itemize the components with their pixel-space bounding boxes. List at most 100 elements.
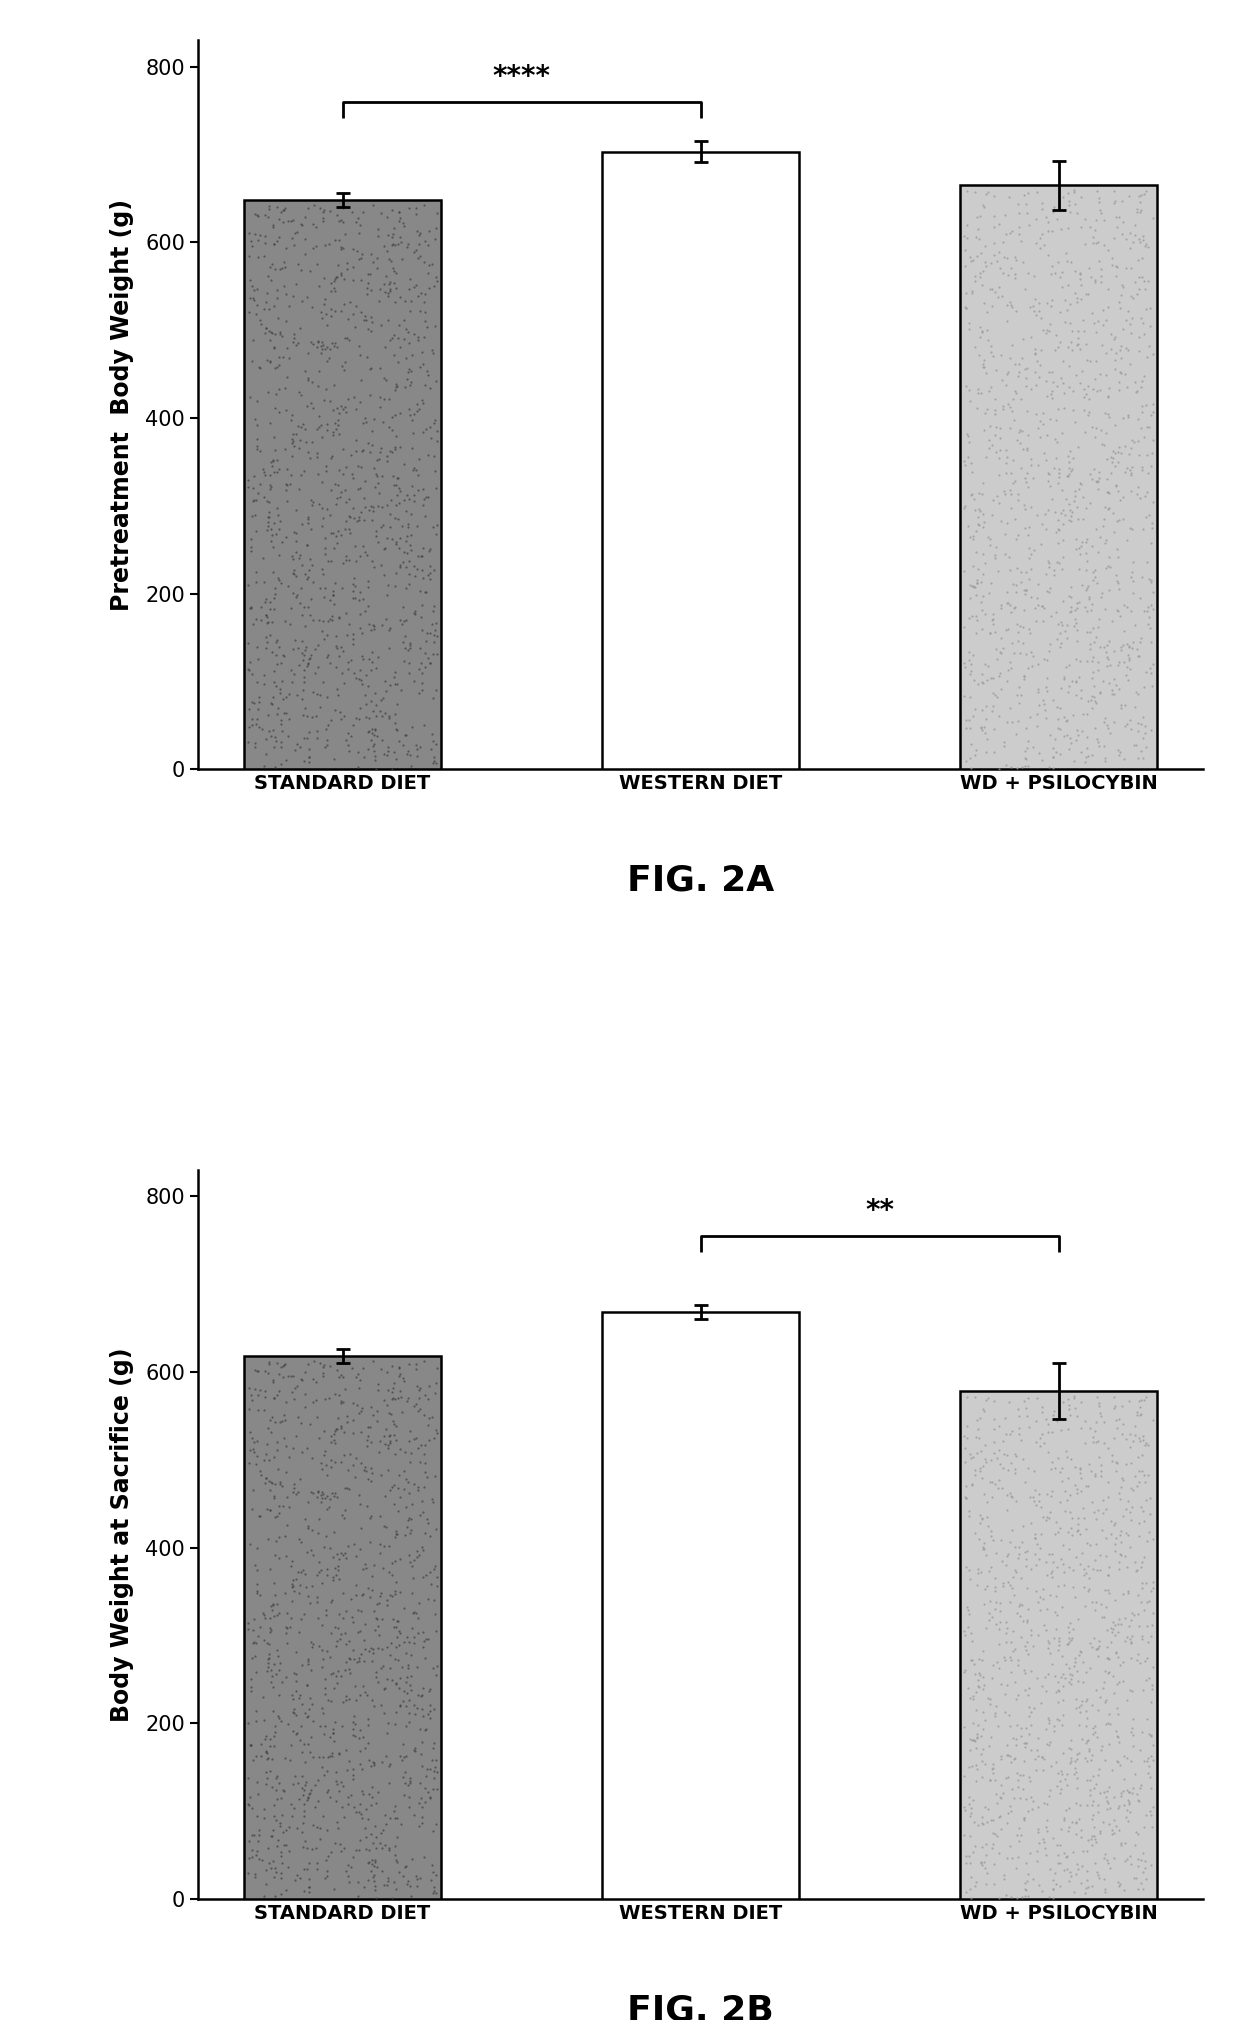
Point [309,325,329,358]
Point [955,489,975,521]
Point [255,1723,275,1755]
Point [417,616,436,648]
Point [1080,1529,1100,1561]
Point [277,1814,296,1846]
Point [401,749,420,782]
Point [1079,279,1099,311]
Point [1069,1737,1089,1770]
Point [258,376,278,408]
Point [1001,479,1021,511]
Point [1027,1382,1047,1414]
Point [1079,1735,1099,1768]
Point [1013,432,1033,465]
Point [1111,1539,1131,1572]
Point [1025,1517,1045,1549]
Point [1060,1479,1080,1511]
Point [1117,1844,1137,1877]
Point [1106,1636,1126,1669]
Point [275,192,295,224]
Point [348,1616,368,1648]
Point [339,303,358,335]
Point [371,1580,391,1612]
Point [956,370,976,402]
Point [1040,1580,1060,1612]
Point [427,196,446,228]
Point [1021,1618,1040,1650]
Point [1114,1790,1133,1822]
Bar [244,1355,441,1899]
Point [286,525,306,558]
Point [1094,1666,1114,1699]
Point [1084,1553,1104,1586]
Point [321,604,341,636]
Point [264,1382,284,1414]
Point [963,244,983,277]
Point [424,1549,444,1582]
Point [967,1753,987,1786]
Point [402,339,422,372]
Point [1058,1610,1078,1642]
Point [992,592,1012,624]
Point [295,1392,315,1424]
Point [351,450,371,483]
Point [1110,1483,1130,1515]
Point [304,1364,324,1396]
Point [1084,1622,1104,1654]
Point [1135,265,1154,297]
Point [1006,1632,1025,1664]
Point [987,1442,1007,1475]
Point [407,452,427,485]
Point [966,1731,986,1763]
Point [985,1561,1004,1594]
Point [242,1818,262,1850]
Point [1053,1658,1073,1691]
Point [336,723,356,755]
Point [1013,610,1033,642]
Point [1071,1689,1091,1721]
Point [284,228,304,261]
Point [368,214,388,246]
Point [342,1351,362,1384]
Point [325,295,345,327]
Point [371,436,391,469]
Point [1006,1555,1025,1588]
Point [975,1852,994,1885]
Point [326,620,346,652]
Point [1017,362,1037,394]
Point [1118,438,1138,471]
Point [990,656,1009,689]
Point [308,248,327,281]
Point [298,390,317,422]
Point [242,659,262,691]
Point [358,703,378,735]
Point [402,519,422,551]
Point [317,1634,337,1666]
Point [1122,301,1142,333]
Point [331,295,351,327]
Point [1141,1687,1161,1719]
Point [317,618,337,650]
Point [348,703,368,735]
Point [1070,1452,1090,1485]
Point [412,335,432,368]
Point [1104,1382,1123,1414]
Point [312,202,332,234]
Point [1085,214,1105,246]
Point [300,1778,320,1810]
Point [1135,317,1154,349]
Point [329,1359,348,1392]
Point [420,410,440,442]
Point [967,1438,987,1471]
Point [348,505,368,537]
Point [1125,267,1145,299]
Point [316,1458,336,1491]
Point [379,267,399,299]
Point [272,319,291,351]
Point [1111,691,1131,723]
Point [1042,250,1061,283]
Point [424,1761,444,1794]
Point [408,242,428,275]
Point [361,1464,381,1497]
Point [393,729,413,762]
Point [976,250,996,283]
